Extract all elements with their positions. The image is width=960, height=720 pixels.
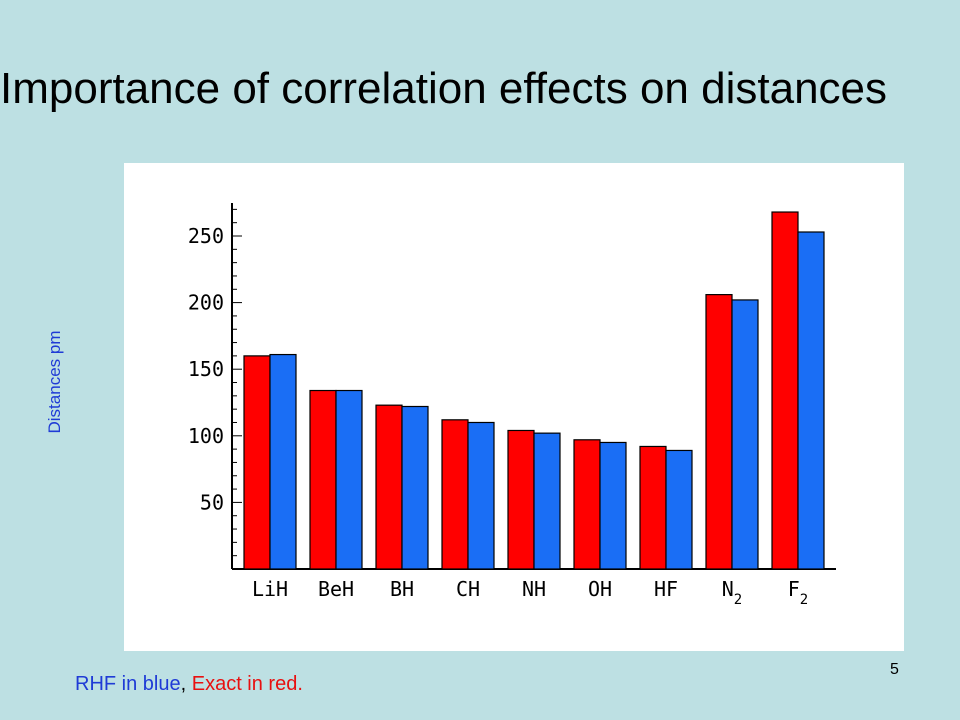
- legend-caption: RHF in blue, Exact in red.: [75, 673, 303, 696]
- exact-bar: [375, 404, 403, 570]
- chart-bars: [243, 211, 825, 570]
- x-category-label: N2: [722, 577, 742, 608]
- rhf-bar: [533, 432, 561, 570]
- y-tick-label: 100: [188, 424, 224, 448]
- y-tick-label: 250: [188, 224, 224, 248]
- y-tick-label: 150: [188, 357, 224, 381]
- chart-panel: 50 100 150 200 250 LiH BeH BH CH NH OH HF N2 F2: [124, 163, 904, 651]
- exact-bar: [573, 439, 601, 570]
- exact-bar: [507, 429, 535, 570]
- x-category-label: BeH: [318, 577, 354, 601]
- y-axis-label: Distances pm: [45, 330, 64, 434]
- x-category-label: NH: [522, 577, 546, 601]
- x-category-label: BH: [390, 577, 414, 601]
- caption-rhf: RHF in blue: [75, 673, 181, 695]
- rhf-bar: [335, 389, 363, 570]
- x-category-label: OH: [588, 577, 612, 601]
- rhf-bar: [731, 299, 759, 570]
- x-category-label: F2: [788, 577, 808, 608]
- chart-labels: 50 100 150 200 250 LiH BeH BH CH NH OH HF N2 F2: [188, 224, 808, 608]
- exact-bar: [771, 211, 799, 570]
- y-tick-label: 50: [200, 490, 224, 514]
- rhf-bar: [665, 449, 693, 570]
- rhf-bar: [599, 441, 627, 570]
- y-tick-label: 200: [188, 291, 224, 315]
- x-category-label: CH: [456, 577, 480, 601]
- x-category-label: LiH: [252, 577, 288, 601]
- exact-bar: [441, 419, 469, 570]
- rhf-bar: [269, 353, 297, 570]
- exact-bar: [639, 445, 667, 570]
- rhf-bar: [797, 231, 825, 570]
- exact-bar: [705, 294, 733, 570]
- bar-chart: 50 100 150 200 250 LiH BeH BH CH NH OH HF N2 F2: [188, 203, 836, 608]
- exact-bar: [243, 355, 271, 570]
- x-category-label: HF: [654, 577, 678, 601]
- exact-bar: [309, 389, 337, 570]
- rhf-bar: [467, 421, 495, 570]
- page-number: 5: [890, 661, 899, 678]
- caption-exact: Exact in red.: [191, 673, 303, 695]
- slide-title: Importance of correlation effects on dis…: [0, 64, 888, 113]
- rhf-bar: [401, 405, 429, 570]
- caption-separator: ,: [180, 673, 192, 695]
